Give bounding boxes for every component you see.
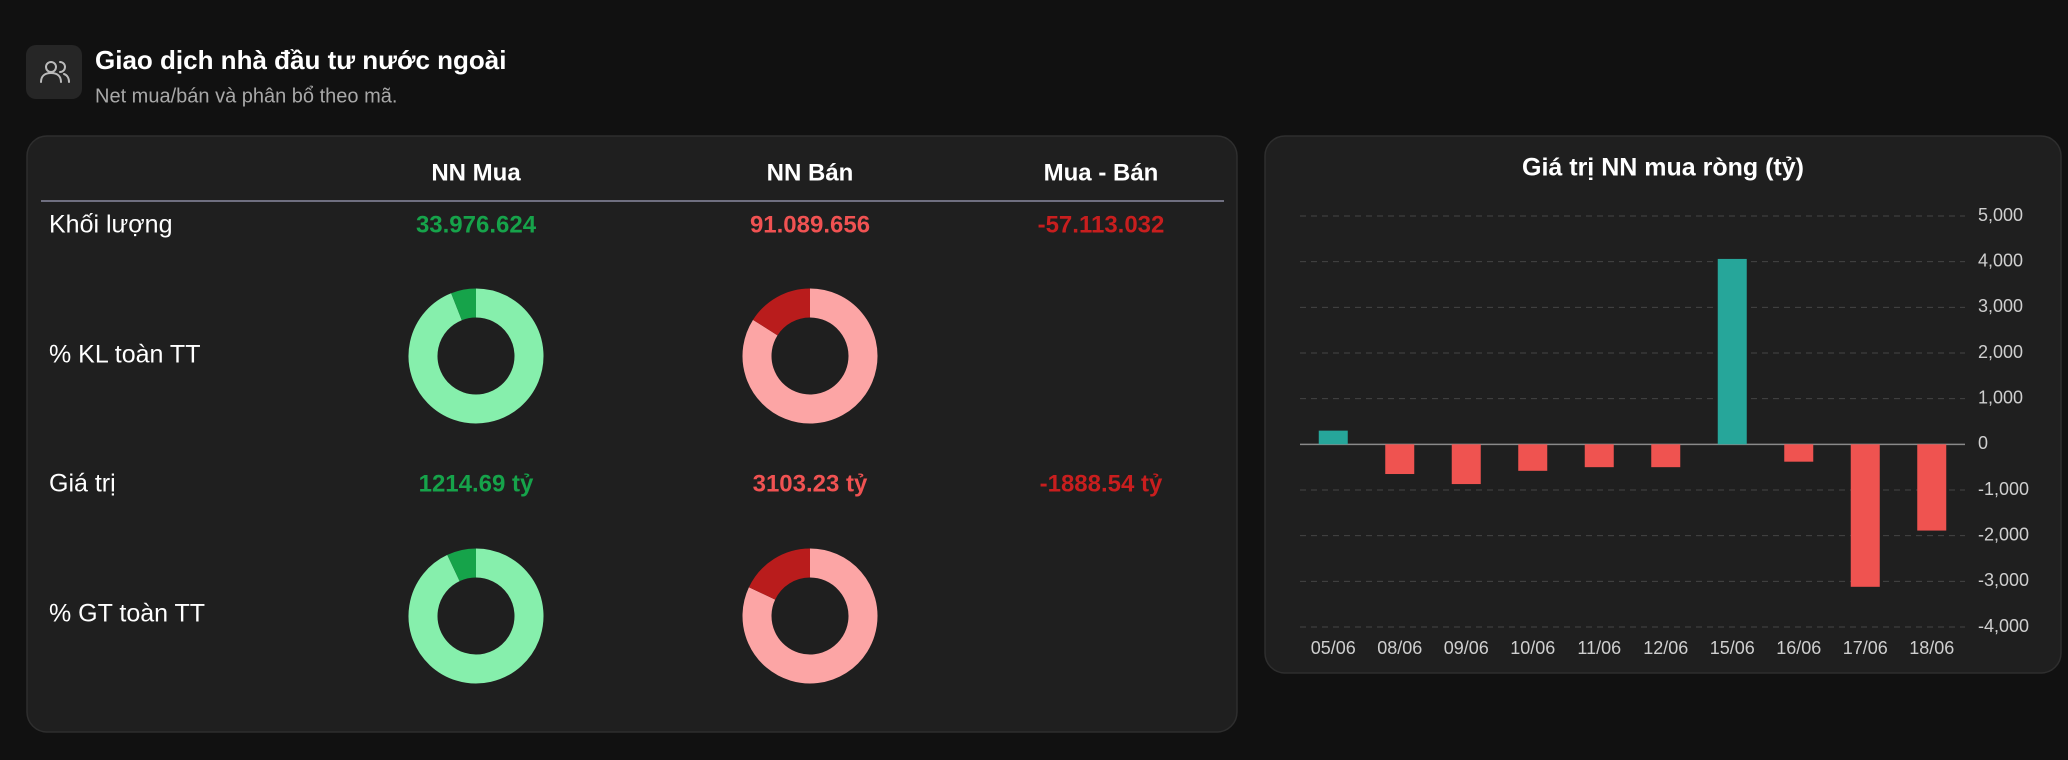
x-tick-label: 09/06 xyxy=(1444,638,1489,658)
donut-segment xyxy=(748,548,811,601)
x-tick-label: 11/06 xyxy=(1577,638,1621,658)
row-label: Giá trị xyxy=(49,470,116,498)
row-label: % GT toàn TT xyxy=(49,600,205,628)
x-tick-label: 08/06 xyxy=(1377,638,1422,658)
x-tick-label: 16/06 xyxy=(1776,638,1821,658)
bar xyxy=(1451,444,1481,485)
x-tick-label: 15/06 xyxy=(1710,638,1755,658)
donut-segment xyxy=(447,548,477,582)
y-tick-label: 1,000 xyxy=(1978,387,2023,407)
y-tick-label: -3,000 xyxy=(1978,570,2029,590)
y-tick-label: -1,000 xyxy=(1978,479,2029,499)
donut-segment xyxy=(742,288,878,424)
y-tick-label: 0 xyxy=(1978,433,1988,453)
x-tick-label: 12/06 xyxy=(1643,638,1688,658)
y-tick-label: 4,000 xyxy=(1978,250,2023,270)
cell-value: -1888.54 tỷ xyxy=(1040,470,1163,497)
cell-value: 33.976.624 xyxy=(416,211,537,238)
row-label: % KL toàn TT xyxy=(49,341,200,369)
donut-segment xyxy=(451,288,477,321)
bar xyxy=(1318,430,1348,445)
y-tick-label: -4,000 xyxy=(1978,616,2029,636)
chart-title: Giá trị NN mua ròng (tỷ) xyxy=(1522,154,1804,182)
chart-card xyxy=(1264,135,2062,674)
users-icon xyxy=(40,61,70,83)
donut-segment xyxy=(408,548,544,684)
cell-value: 3103.23 tỷ xyxy=(753,470,868,497)
page-subtitle: Net mua/bán và phân bổ theo mã. xyxy=(95,85,397,107)
x-tick-label: 05/06 xyxy=(1311,638,1356,658)
y-tick-label: 5,000 xyxy=(1978,205,2023,225)
x-tick-label: 18/06 xyxy=(1909,638,1954,658)
column-header: NN Mua xyxy=(431,159,521,186)
bar xyxy=(1717,258,1747,445)
cell-value: -57.113.032 xyxy=(1038,211,1165,238)
bar xyxy=(1518,444,1548,471)
donut-segment xyxy=(742,548,878,684)
y-tick-label: 3,000 xyxy=(1978,296,2023,316)
bar xyxy=(1651,444,1681,468)
column-header: NN Bán xyxy=(767,159,854,186)
y-tick-label: 2,000 xyxy=(1978,342,2023,362)
table-card xyxy=(26,135,1238,733)
donut-segment xyxy=(408,288,544,424)
y-tick-label: -2,000 xyxy=(1978,524,2029,544)
row-label: Khối lượng xyxy=(49,211,172,239)
bar xyxy=(1917,444,1947,531)
bar xyxy=(1385,444,1415,475)
cell-value: 1214.69 tỷ xyxy=(419,470,534,497)
x-tick-label: 10/06 xyxy=(1510,638,1555,658)
donut-segment xyxy=(753,288,811,337)
bar xyxy=(1850,444,1880,587)
bar xyxy=(1784,444,1814,462)
page-title: Giao dịch nhà đầu tư nước ngoài xyxy=(95,45,507,75)
column-header: Mua - Bán xyxy=(1044,159,1159,186)
cell-value: 91.089.656 xyxy=(750,211,870,238)
bar xyxy=(1584,444,1614,468)
x-tick-label: 17/06 xyxy=(1843,638,1888,658)
